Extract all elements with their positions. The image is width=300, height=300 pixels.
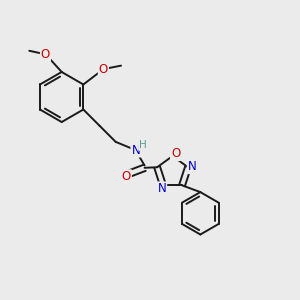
Text: N: N: [188, 160, 197, 173]
Text: O: O: [41, 48, 50, 61]
Text: N: N: [158, 182, 166, 195]
Text: H: H: [139, 140, 147, 150]
Text: O: O: [122, 170, 131, 183]
Text: N: N: [131, 144, 140, 157]
Text: O: O: [99, 63, 108, 76]
Text: O: O: [171, 147, 180, 160]
